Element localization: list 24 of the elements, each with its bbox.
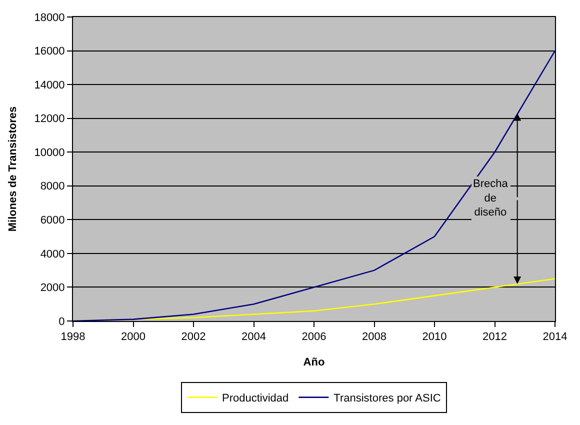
- y-tick-label: 8000: [40, 180, 65, 193]
- x-axis-title: Año: [303, 356, 325, 368]
- x-tick-label: 2006: [302, 331, 326, 344]
- x-tick-label: 2002: [181, 331, 206, 344]
- y-axis-title: Milones de Transistores: [6, 106, 19, 232]
- y-tick-label: 0: [58, 316, 65, 328]
- x-tick-label: 2008: [362, 331, 386, 344]
- legend-label: Transistores por ASIC: [334, 392, 441, 405]
- y-tick-label: 6000: [40, 214, 65, 227]
- y-tick-label: 16000: [34, 46, 65, 58]
- x-tick-label: 2014: [542, 331, 568, 344]
- y-tick-label: 2000: [40, 282, 65, 294]
- annotation: Brecha de diseño: [473, 178, 509, 219]
- y-tick-label: 18000: [34, 12, 65, 24]
- y-tick-label: 10000: [34, 146, 65, 159]
- x-tick-label: 1998: [60, 331, 86, 344]
- y-tick-label: 4000: [40, 248, 65, 260]
- x-tick-label: 2012: [482, 331, 507, 344]
- x-tick-label: 2010: [422, 331, 447, 344]
- x-tick-label: 2004: [242, 331, 266, 344]
- y-tick-label: 14000: [34, 79, 65, 92]
- y-tick-label: 12000: [34, 113, 65, 126]
- legend-label: Productividad: [222, 392, 289, 405]
- x-tick-label: 2000: [121, 331, 146, 344]
